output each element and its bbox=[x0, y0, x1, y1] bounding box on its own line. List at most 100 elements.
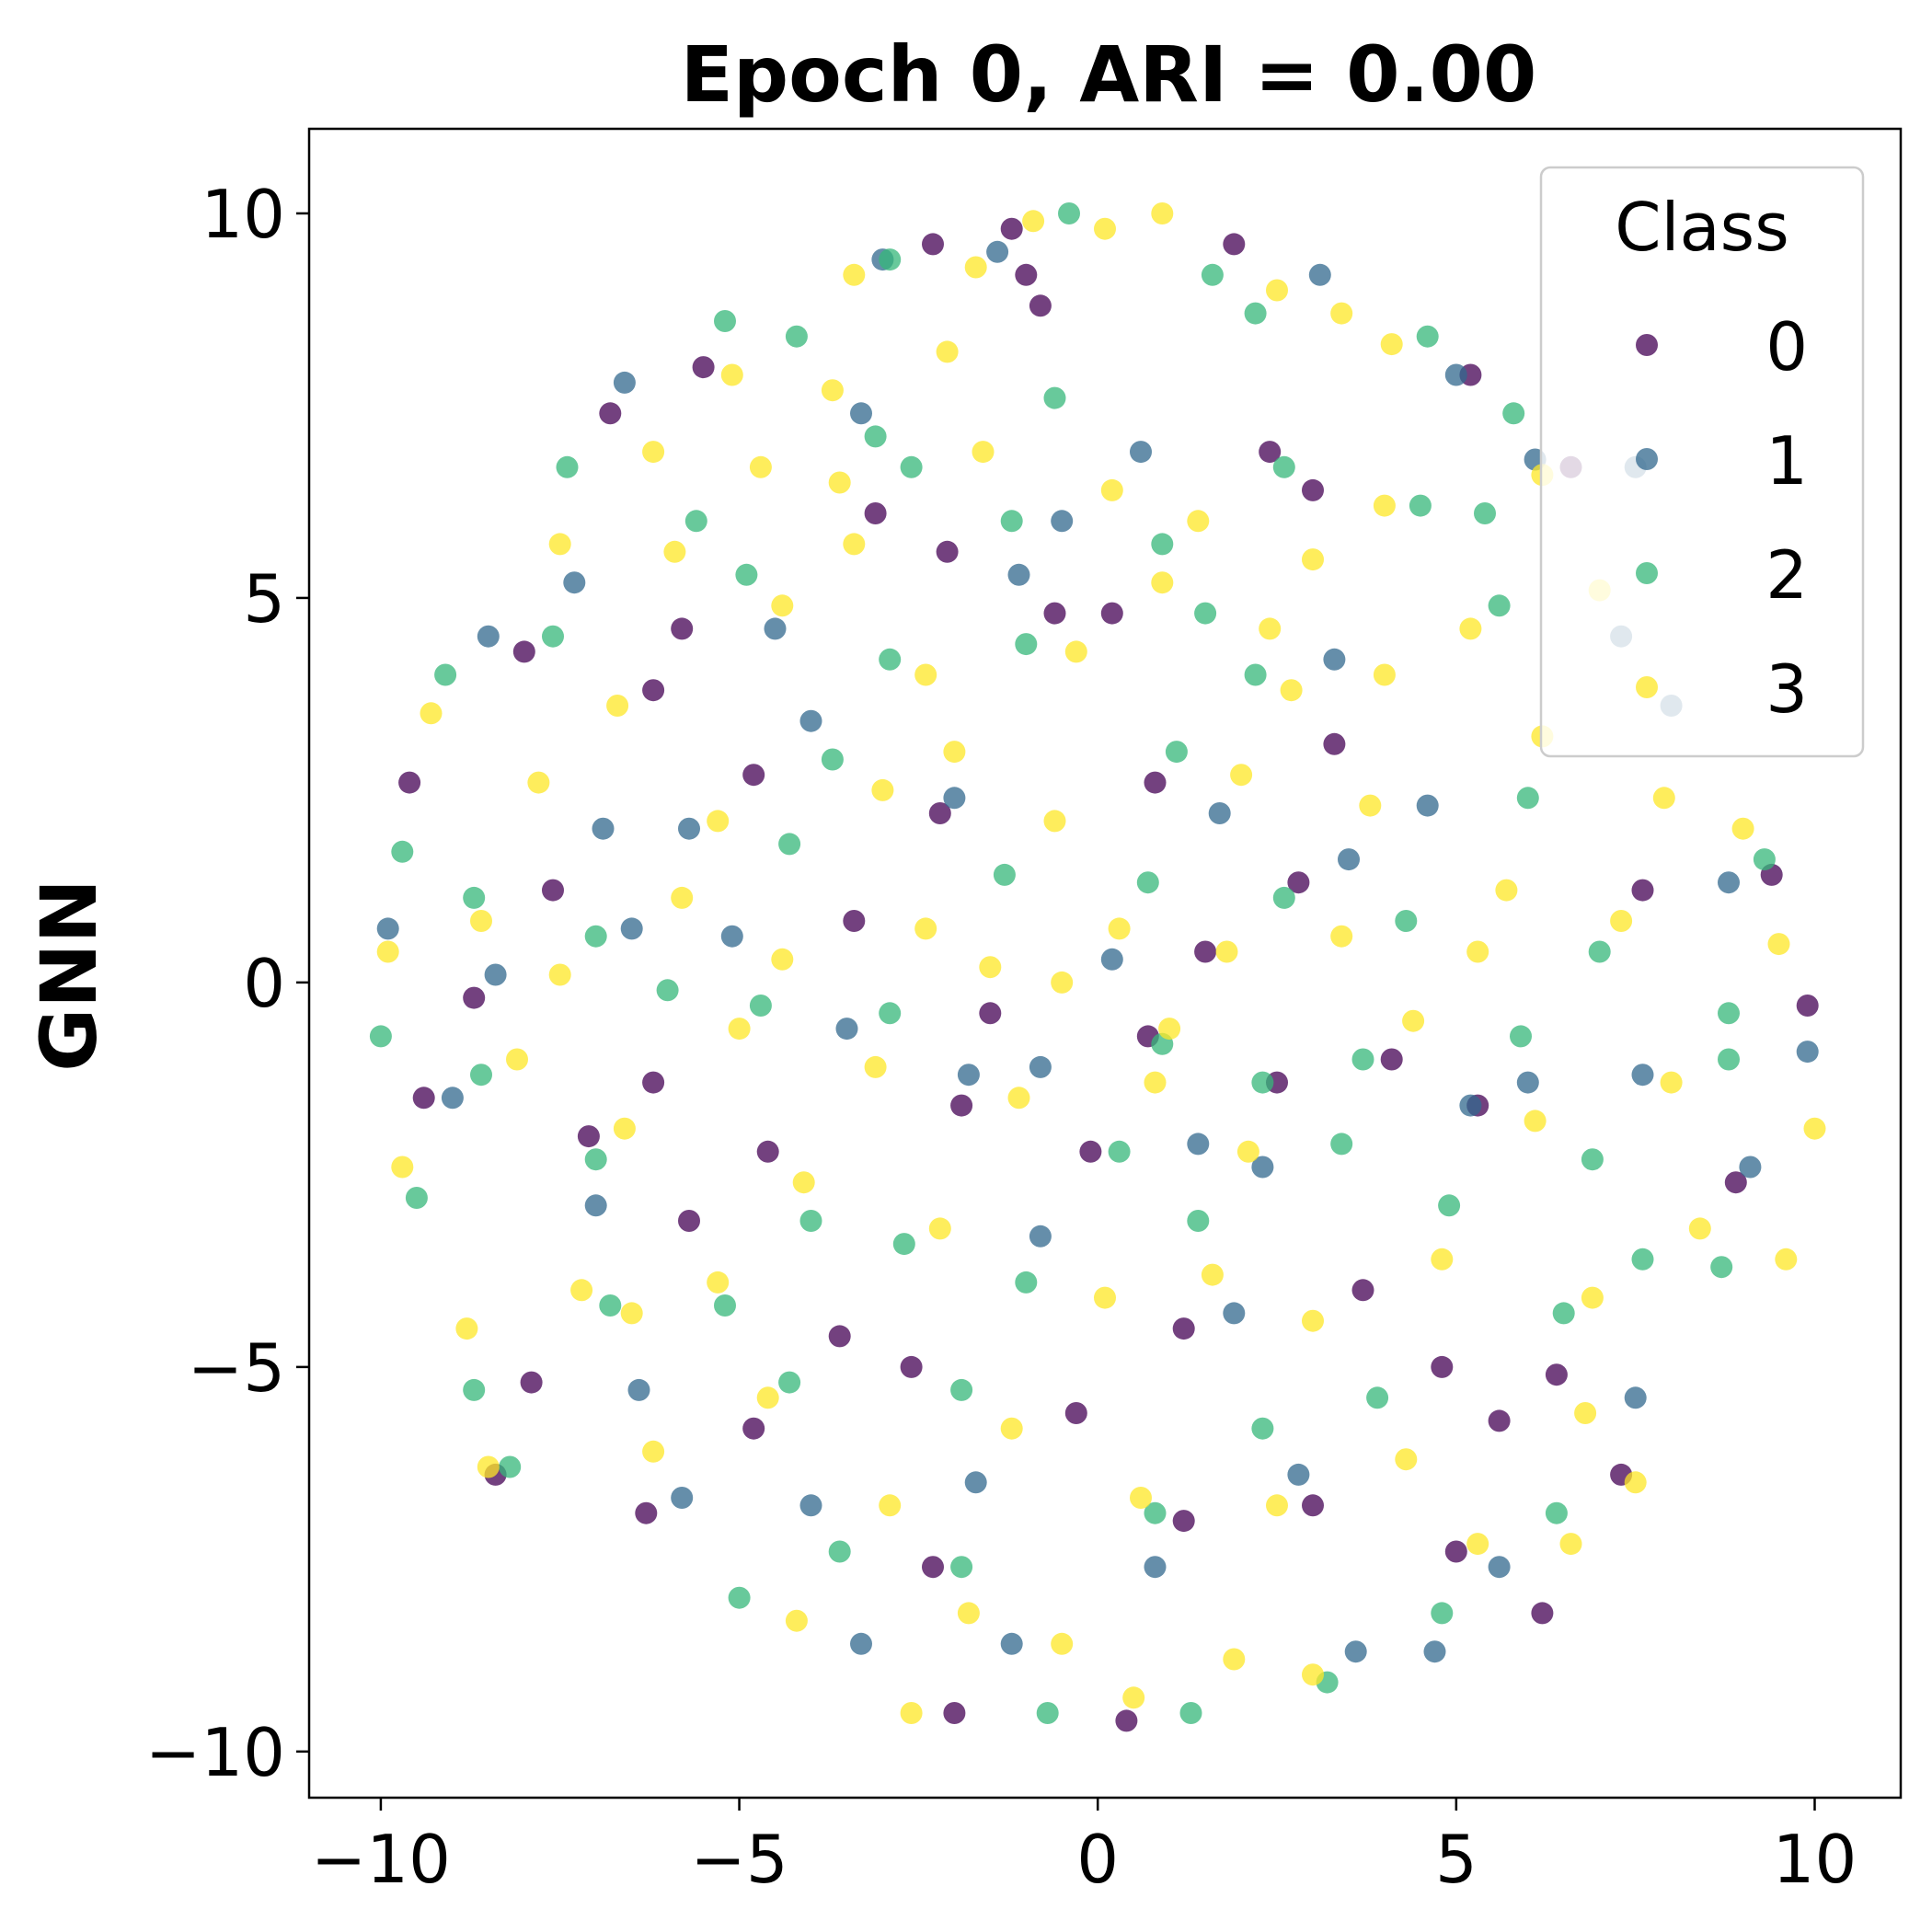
scatter-point-class-3 bbox=[828, 471, 851, 494]
scatter-point-class-3 bbox=[1524, 1110, 1547, 1133]
scatter-point-class-3 bbox=[1466, 1533, 1489, 1556]
scatter-point-class-3 bbox=[1144, 1071, 1167, 1094]
scatter-point-class-1 bbox=[1029, 1225, 1052, 1248]
scatter-point-class-2 bbox=[1015, 633, 1038, 656]
scatter-point-class-3 bbox=[900, 1702, 923, 1724]
scatter-point-class-3 bbox=[771, 948, 794, 971]
scatter-point-class-0 bbox=[1172, 1510, 1195, 1533]
scatter-point-class-3 bbox=[1000, 1417, 1023, 1440]
scatter-point-class-1 bbox=[1631, 1064, 1654, 1087]
scatter-point-class-0 bbox=[577, 1125, 600, 1148]
scatter-point-class-1 bbox=[627, 1378, 650, 1401]
scatter-point-class-3 bbox=[1230, 764, 1253, 787]
scatter-point-class-3 bbox=[879, 1494, 902, 1517]
x-tick-label: 10 bbox=[1773, 1821, 1857, 1898]
x-tick-label: −5 bbox=[690, 1821, 788, 1898]
scatter-point-class-0 bbox=[1115, 1709, 1138, 1732]
scatter-point-class-3 bbox=[642, 1440, 665, 1463]
scatter-point-class-0 bbox=[1015, 263, 1038, 286]
legend-label-class-2: 2 bbox=[1765, 536, 1808, 614]
scatter-point-class-2 bbox=[1179, 1702, 1202, 1724]
scatter-point-class-0 bbox=[1064, 1402, 1087, 1424]
scatter-point-class-2 bbox=[778, 1371, 801, 1394]
scatter-point-class-1 bbox=[1344, 1640, 1367, 1663]
y-tick-label: −5 bbox=[188, 1329, 285, 1407]
scatter-point-class-1 bbox=[1000, 1632, 1023, 1655]
scatter-point-class-2 bbox=[1753, 848, 1776, 871]
scatter-point-class-1 bbox=[1208, 802, 1231, 824]
scatter-point-class-3 bbox=[1330, 925, 1353, 948]
scatter-point-class-3 bbox=[943, 741, 966, 764]
scatter-point-class-2 bbox=[1588, 940, 1611, 963]
scatter-point-class-1 bbox=[1323, 648, 1346, 671]
scatter-point-class-1 bbox=[1739, 1156, 1762, 1179]
scatter-point-class-2 bbox=[1015, 1271, 1038, 1294]
scatter-point-class-2 bbox=[463, 1378, 486, 1401]
scatter-point-class-2 bbox=[1510, 1025, 1532, 1048]
scatter-point-class-2 bbox=[879, 248, 902, 271]
scatter-point-class-3 bbox=[756, 1386, 779, 1409]
scatter-point-class-1 bbox=[376, 917, 399, 940]
scatter-point-class-2 bbox=[1631, 1248, 1654, 1271]
y-axis-ticks: −10 −5 0 5 10 bbox=[145, 176, 309, 1791]
scatter-point-class-2 bbox=[1431, 1602, 1454, 1625]
legend-label-class-3: 3 bbox=[1765, 650, 1808, 728]
scatter-point-class-2 bbox=[1187, 1210, 1210, 1232]
scatter-point-class-3 bbox=[663, 540, 686, 563]
scatter-point-class-1 bbox=[764, 617, 787, 640]
scatter-point-class-3 bbox=[1151, 202, 1174, 224]
scatter-point-class-2 bbox=[1474, 502, 1496, 524]
scatter-point-class-3 bbox=[843, 263, 866, 286]
scatter-point-class-0 bbox=[1000, 217, 1023, 240]
plot-frame bbox=[307, 127, 1903, 1800]
scatter-point-class-0 bbox=[1029, 294, 1052, 317]
scatter-point-class-3 bbox=[1495, 879, 1518, 902]
scatter-point-class-2 bbox=[950, 1378, 973, 1401]
scatter-point-class-3 bbox=[548, 963, 571, 986]
scatter-point-class-3 bbox=[1373, 663, 1396, 686]
scatter-point-class-2 bbox=[463, 886, 486, 909]
scatter-point-class-3 bbox=[1731, 817, 1754, 840]
scatter-point-class-3 bbox=[527, 771, 550, 794]
legend-label-class-0: 0 bbox=[1765, 308, 1808, 385]
y-tick-label: 0 bbox=[243, 945, 285, 1022]
scatter-point-class-3 bbox=[1373, 494, 1396, 517]
scatter-point-class-0 bbox=[742, 1417, 765, 1440]
scatter-point-class-0 bbox=[463, 986, 486, 1009]
scatter-point-class-2 bbox=[879, 648, 902, 671]
scatter-point-class-0 bbox=[1724, 1171, 1747, 1194]
scatter-point-class-0 bbox=[900, 1355, 923, 1378]
y-axis-label: GNN bbox=[24, 879, 114, 1072]
scatter-point-class-2 bbox=[1108, 1140, 1131, 1163]
scatter-point-class-3 bbox=[477, 1455, 500, 1478]
scatter-point-class-3 bbox=[1652, 787, 1675, 810]
scatter-point-class-0 bbox=[412, 1087, 435, 1110]
scatter-point-class-2 bbox=[879, 1002, 902, 1025]
scatter-point-class-1 bbox=[1416, 794, 1439, 817]
scatter-point-class-1 bbox=[1516, 1071, 1539, 1094]
scatter-point-class-1 bbox=[986, 240, 1009, 263]
scatter-point-class-0 bbox=[642, 1071, 665, 1094]
scatter-point-class-2 bbox=[1416, 325, 1439, 348]
scatter-point-class-0 bbox=[922, 1556, 944, 1579]
scatter-point-class-1 bbox=[477, 625, 500, 648]
scatter-point-class-3 bbox=[1466, 940, 1489, 963]
scatter-point-class-2 bbox=[1502, 402, 1525, 425]
legend-marker-class-2 bbox=[1636, 562, 1658, 584]
scatter-point-class-0 bbox=[512, 640, 535, 663]
scatter-point-class-0 bbox=[542, 879, 564, 902]
scatter-point-class-2 bbox=[1409, 494, 1432, 517]
scatter-point-class-3 bbox=[707, 1271, 730, 1294]
scatter-point-class-3 bbox=[771, 594, 794, 617]
scatter-point-class-3 bbox=[1130, 1487, 1152, 1509]
legend-box bbox=[1539, 166, 1865, 758]
scatter-point-class-0 bbox=[950, 1094, 973, 1117]
scatter-point-class-1 bbox=[835, 1018, 858, 1041]
scatter-point-class-1 bbox=[957, 1064, 980, 1087]
scatter-point-class-2 bbox=[799, 1210, 822, 1232]
scatter-point-class-3 bbox=[1624, 1471, 1647, 1494]
scatter-point-class-2 bbox=[470, 1064, 492, 1087]
scatter-point-class-1 bbox=[1223, 1302, 1246, 1325]
scatter-point-class-2 bbox=[584, 925, 607, 948]
